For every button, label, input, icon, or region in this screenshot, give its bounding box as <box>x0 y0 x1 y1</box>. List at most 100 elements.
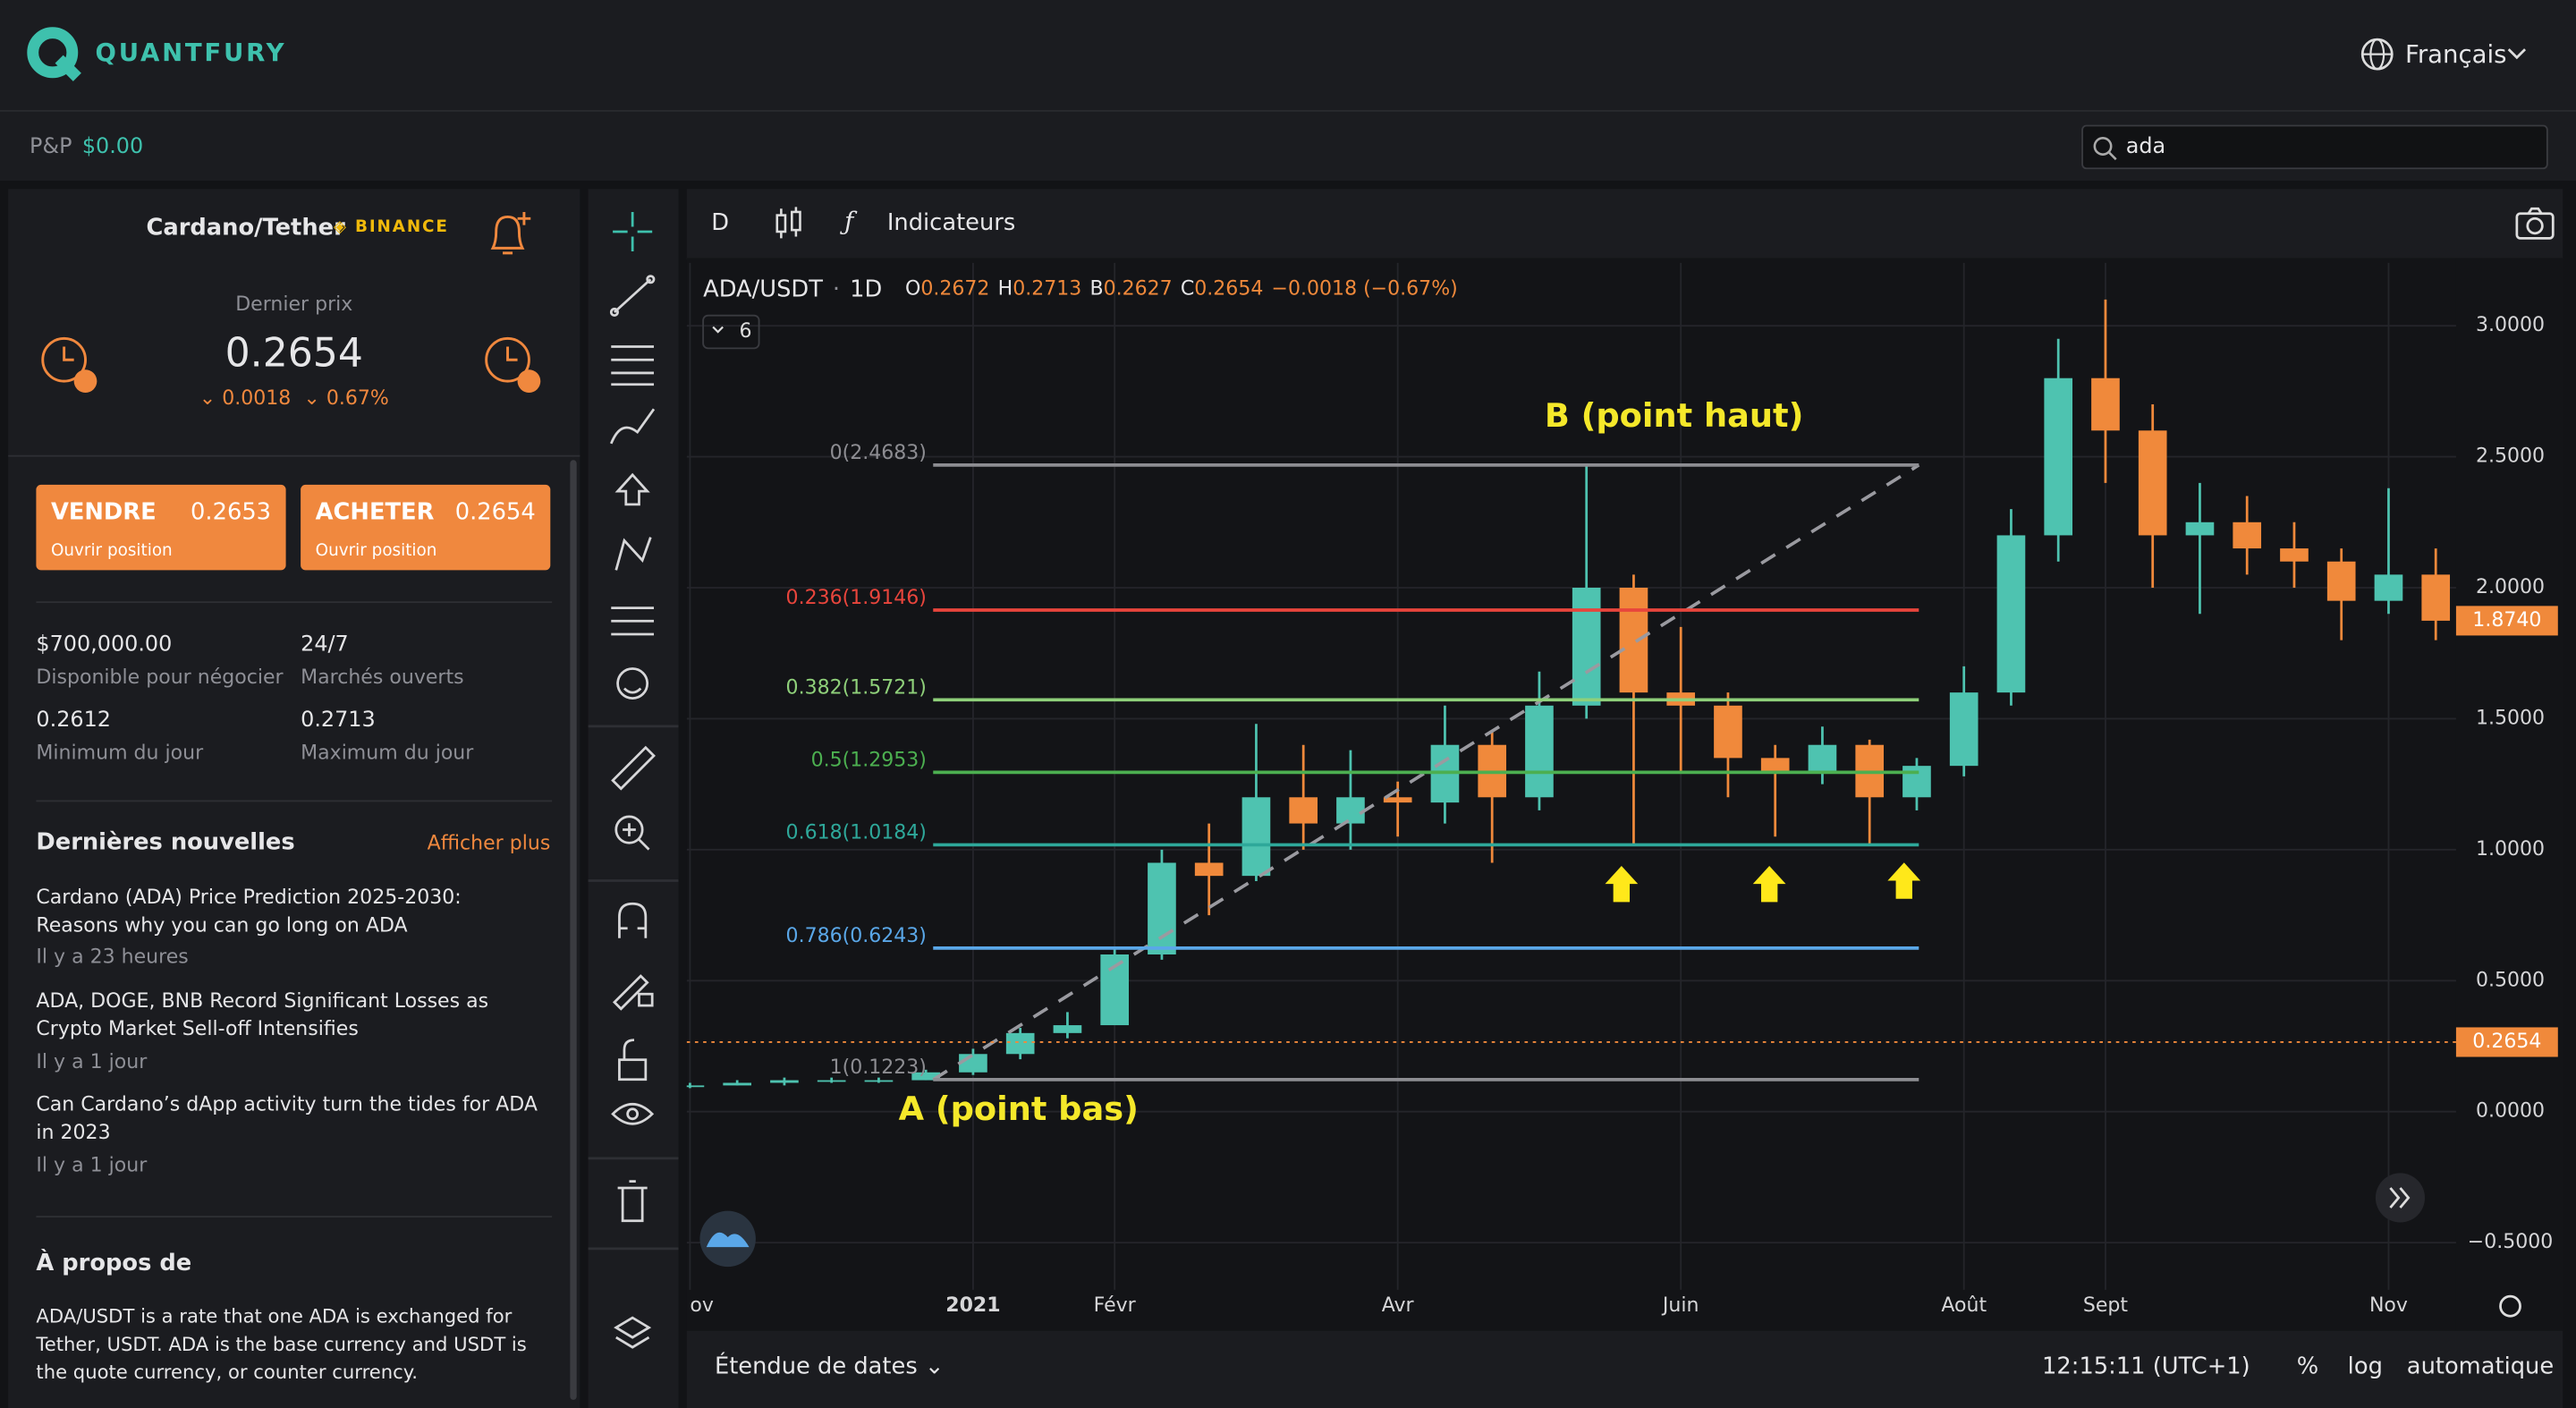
legend-symbol: ADA/USDT <box>703 276 823 302</box>
exchange-name: BINANCE <box>355 218 449 237</box>
ruler-tool <box>611 745 656 791</box>
emoji-tool <box>616 667 649 700</box>
x-tick-label: 2021 <box>945 1294 1000 1317</box>
interval-button[interactable]: D <box>711 210 730 237</box>
candle-body <box>1996 535 2026 693</box>
legend-key: O <box>905 277 920 300</box>
log-toggle[interactable]: log <box>2347 1353 2383 1380</box>
buy-button[interactable]: ACHETER 0.2654 Ouvrir position <box>301 484 551 571</box>
camera-icon <box>2527 207 2543 215</box>
zoom-tool <box>614 815 644 844</box>
crosshair-tool <box>613 211 653 252</box>
news-title: Dernières nouvelles <box>36 829 295 856</box>
news-item[interactable]: Can Cardano’s dApp activity turn the tid… <box>36 1092 538 1144</box>
scroll-icon <box>2389 1187 2411 1209</box>
search-icon <box>2108 151 2117 161</box>
stat-value: 0.2612 <box>36 708 111 734</box>
candle-body <box>911 1072 941 1081</box>
candle-body <box>1383 797 1412 803</box>
brush-tool <box>609 408 656 445</box>
line-tool <box>614 278 652 313</box>
layers-tool <box>614 1316 652 1349</box>
chevron[interactable] <box>2507 46 2527 62</box>
legend-key: C <box>1181 277 1194 300</box>
sell-button[interactable]: VENDRE 0.2653 Ouvrir position <box>36 484 286 571</box>
language[interactable]: Français <box>2404 39 2507 70</box>
stat-label: Maximum du jour <box>301 741 474 765</box>
collapse-button[interactable] <box>702 314 760 350</box>
prediction-tool <box>611 606 655 636</box>
candle-body <box>1005 1032 1035 1055</box>
chart-style-icon[interactable] <box>772 206 805 242</box>
date-range[interactable]: Étendue de dates ⌄ <box>714 1353 945 1380</box>
scrollbar[interactable] <box>570 460 577 1400</box>
price-tag-label: 0.2654 <box>2472 1031 2541 1053</box>
news-more[interactable]: Afficher plus <box>427 831 551 855</box>
legend-key: B <box>1089 277 1103 300</box>
zoom-tool <box>623 823 650 851</box>
percent-toggle[interactable]: % <box>2296 1353 2319 1380</box>
settings-icon[interactable] <box>2499 1294 2521 1318</box>
fib-label: 0.5(1.2953) <box>811 750 927 772</box>
globe-icon[interactable] <box>2360 36 2395 72</box>
news-item[interactable]: Cardano (ADA) Price Prediction 2025-2030… <box>36 885 462 937</box>
alert-icon[interactable] <box>485 208 534 261</box>
price-chart[interactable]: −0.5000 0.0000 0.5000 1.0000 1.5000 2.0000 2.5… <box>686 258 2563 1331</box>
magnet-tool <box>618 902 648 938</box>
alert-icon <box>517 211 531 225</box>
arrow <box>1752 865 1786 903</box>
pnl-label: P&P <box>30 134 72 160</box>
search-icon <box>2093 136 2113 156</box>
delete-tool <box>617 1180 648 1223</box>
alert-icon <box>490 215 525 250</box>
brush-tool <box>609 408 656 445</box>
lock-draw-tool <box>612 974 649 1011</box>
lock-draw-tool <box>612 974 654 1011</box>
search-icon <box>2093 136 2117 161</box>
candle-body <box>1241 797 1271 877</box>
magnet-tool <box>618 902 648 938</box>
scroll-button[interactable] <box>2375 1173 2426 1223</box>
divider <box>36 601 553 604</box>
search-box[interactable]: ada <box>2081 124 2548 170</box>
logo[interactable] <box>26 26 81 81</box>
logo-badge-icon <box>706 1232 750 1248</box>
top-bar: QUANTFURY Français <box>0 0 2576 112</box>
legend-value: 0.2627 <box>1104 277 1173 300</box>
buy-price: 0.2654 <box>454 499 536 526</box>
bull-icon[interactable] <box>481 334 550 403</box>
candle-body <box>1760 758 1790 771</box>
candle-body <box>1525 705 1554 798</box>
indicators-button[interactable]: Indicateurs <box>886 210 1016 237</box>
chevron <box>712 326 724 334</box>
bull-icon <box>485 336 530 383</box>
price-tag-label: 1.8740 <box>2472 609 2541 632</box>
fx-icon[interactable]: ƒ <box>844 207 854 237</box>
x-tick-label: Nov <box>2369 1294 2408 1317</box>
fib-tool <box>611 345 655 386</box>
last-price: 0.2654 <box>225 330 363 377</box>
candle-body <box>686 1085 705 1088</box>
brand: QUANTFURY <box>95 38 287 68</box>
auto-toggle[interactable]: automatique <box>2406 1353 2555 1380</box>
tool-icons[interactable] <box>588 189 679 1408</box>
candle-body <box>864 1080 894 1082</box>
last-price-label: Dernier prix <box>235 292 353 316</box>
visibility-tool <box>626 1107 640 1121</box>
y-tick-label: 2.0000 <box>2476 576 2545 598</box>
bear-icon[interactable] <box>38 334 106 403</box>
search-text[interactable]: ada <box>2125 134 2166 160</box>
camera-icon[interactable] <box>2513 206 2556 242</box>
ruler-tool <box>611 745 656 791</box>
candle-body <box>2091 377 2120 431</box>
news-item[interactable]: ADA, DOGE, BNB Record Significant Losses… <box>36 988 489 1040</box>
y-tick-label: 1.5000 <box>2476 707 2545 729</box>
price-change: ⌄ 0.0018 ⌄ 0.67% <box>199 386 389 410</box>
price-tag <box>2455 1027 2558 1057</box>
crosshair-tool <box>613 211 653 252</box>
chart-footer: Étendue de dates ⌄ 12:15:11 (UTC+1) % lo… <box>686 1330 2563 1408</box>
lock-tool <box>618 1039 648 1081</box>
candle-body <box>1949 692 1979 767</box>
legend-key: H <box>998 277 1013 300</box>
exchange: ◈ BINANCE <box>333 218 449 237</box>
